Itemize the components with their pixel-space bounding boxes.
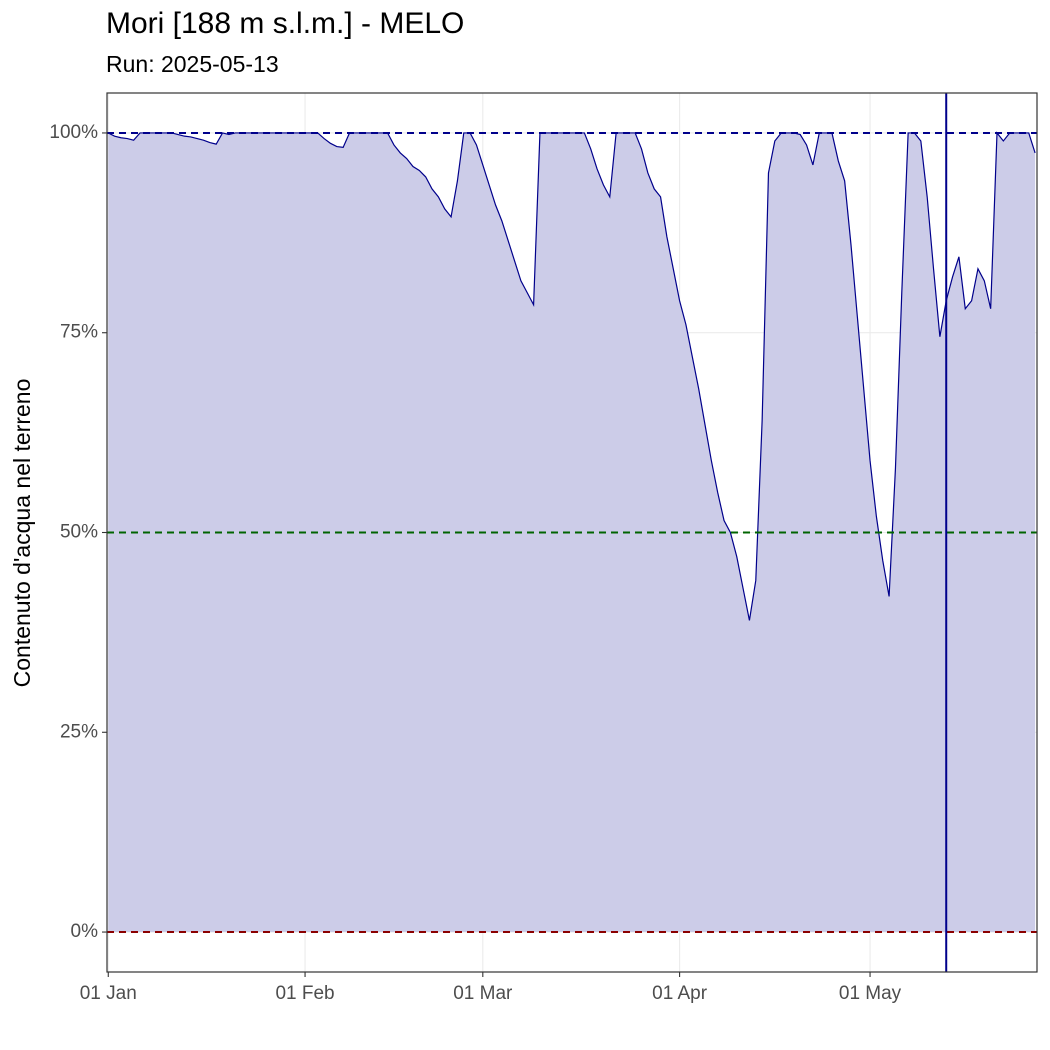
line	[107, 131, 1036, 621]
y-tick-label: 75%	[60, 322, 98, 343]
x-tick-label: 01 Jan	[80, 983, 137, 1004]
chart-subtitle: Run: 2025-05-13	[106, 51, 279, 77]
y-tick-label: 100%	[49, 122, 98, 143]
y-tick-label: 0%	[71, 921, 99, 942]
x-tick-label: 01 Mar	[453, 983, 513, 1004]
x-tick-label: 01 May	[839, 983, 902, 1004]
y-tick-label: 25%	[60, 721, 98, 742]
x-tick-label: 01 Feb	[275, 983, 334, 1004]
x-tick-label: 01 Apr	[652, 983, 708, 1004]
y-axis-label: Contenuto d'acqua nel terreno	[9, 379, 35, 688]
area	[108, 132, 1036, 933]
chart-title: Mori [188 m s.l.m.] - MELO	[106, 7, 464, 40]
y-tick-label: 50%	[60, 522, 98, 543]
